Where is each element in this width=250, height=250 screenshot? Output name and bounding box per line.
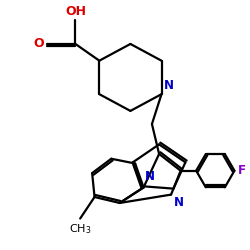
Text: OH: OH — [65, 5, 86, 18]
Text: O: O — [34, 38, 44, 51]
Text: N: N — [145, 170, 155, 183]
Text: F: F — [238, 164, 246, 177]
Text: CH$_3$: CH$_3$ — [69, 222, 92, 236]
Text: N: N — [164, 79, 174, 92]
Text: N: N — [174, 196, 184, 209]
